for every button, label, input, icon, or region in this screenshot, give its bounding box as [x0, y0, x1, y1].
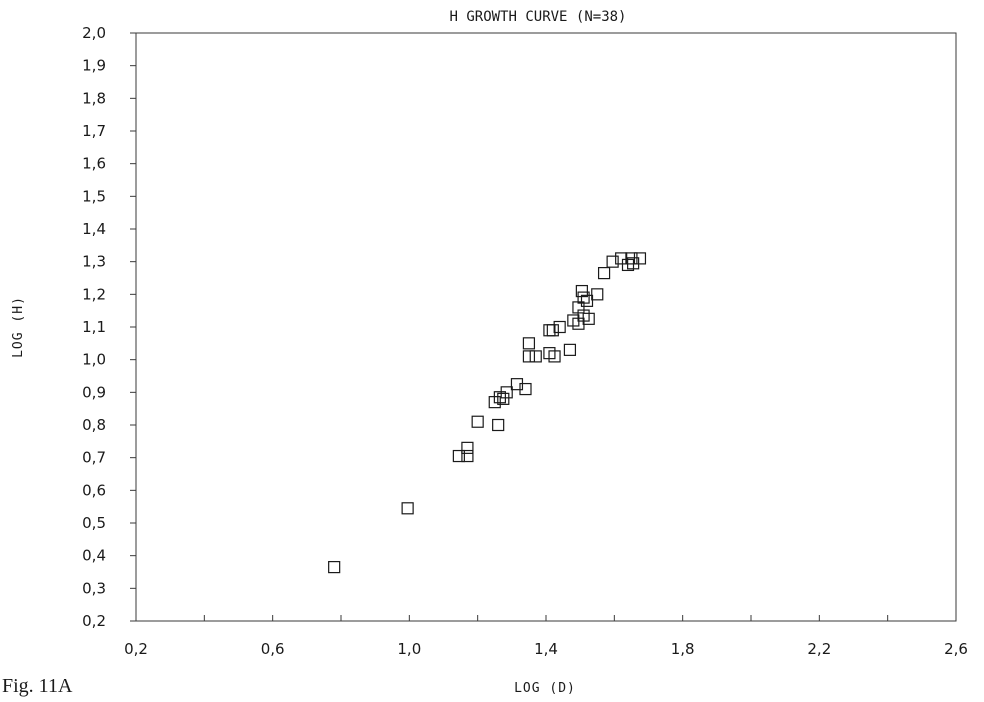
x-tick-label: 2,2: [807, 640, 831, 658]
y-axis: 0,2 0,3 0,4 0,5 0,6 0,7 0,8 0,9 1,0 1,1 1,2 1,3 1,4 1…: [82, 24, 136, 630]
data-point: [452, 449, 465, 463]
y-tick-label: 1,9: [82, 57, 106, 75]
data-point: [500, 386, 513, 399]
y-tick-label: 2,0: [82, 24, 106, 42]
x-tick-label: 0,2: [124, 640, 148, 658]
y-tick-label: 1,4: [82, 220, 106, 238]
x-tick-label: 2,6: [944, 640, 968, 658]
y-tick-label: 0,8: [82, 416, 106, 434]
y-tick-label: 0,4: [82, 547, 106, 565]
data-point: [580, 294, 594, 307]
data-point: [553, 320, 566, 334]
data-point: [543, 324, 556, 337]
y-tick-label: 1,8: [82, 89, 106, 107]
data-point: [401, 502, 414, 515]
figure-caption: Fig. 11A: [2, 675, 73, 697]
y-tick-label: 1,2: [82, 285, 106, 303]
data-point: [615, 252, 628, 265]
data-point: [633, 252, 647, 265]
y-tick-label: 1,0: [82, 351, 106, 369]
data-point: [522, 350, 536, 363]
data-point: [529, 350, 542, 363]
data-point: [577, 291, 590, 304]
y-tick-label: 0,7: [82, 449, 106, 467]
data-point: [471, 415, 484, 428]
x-axis-title: LOG (D): [514, 681, 576, 696]
data-point: [461, 441, 474, 454]
x-tick-label: 0,6: [261, 640, 285, 658]
data-point: [328, 560, 341, 574]
x-tick-label: 1,0: [397, 640, 421, 658]
y-tick-label: 0,9: [82, 383, 106, 401]
plot-frame: [135, 32, 957, 622]
y-tick-label: 1,1: [82, 318, 106, 336]
chart-title: H GROWTH CURVE (N=38): [449, 9, 626, 25]
data-point: [522, 337, 536, 350]
y-axis-title: LOG (H): [11, 296, 26, 358]
data-point: [461, 449, 474, 463]
data-point: [597, 267, 611, 280]
data-points: [328, 252, 647, 574]
y-tick-label: 1,7: [82, 122, 106, 140]
data-point: [625, 252, 638, 265]
y-tick-label: 1,5: [82, 187, 106, 205]
y-tick-label: 1,6: [82, 155, 106, 173]
data-point: [519, 382, 532, 396]
y-tick-label: 0,6: [82, 481, 106, 499]
data-point: [546, 324, 559, 337]
data-point: [606, 255, 619, 268]
data-point: [582, 312, 595, 325]
x-axis: 0,2 0,6 1,0 1,4 1,8 2,2 2,6: [124, 615, 968, 658]
y-tick-label: 1,3: [82, 253, 106, 271]
data-point: [627, 257, 640, 270]
data-point: [548, 350, 561, 363]
data-point: [497, 392, 510, 405]
data-point: [591, 288, 604, 301]
x-tick-label: 1,8: [671, 640, 695, 658]
data-point: [563, 343, 577, 356]
y-tick-label: 0,3: [82, 579, 106, 597]
data-point: [492, 418, 505, 432]
x-tick-label: 1,4: [534, 640, 558, 658]
y-tick-label: 0,2: [82, 612, 106, 630]
y-tick-label: 0,5: [82, 514, 106, 532]
data-point: [493, 391, 506, 404]
